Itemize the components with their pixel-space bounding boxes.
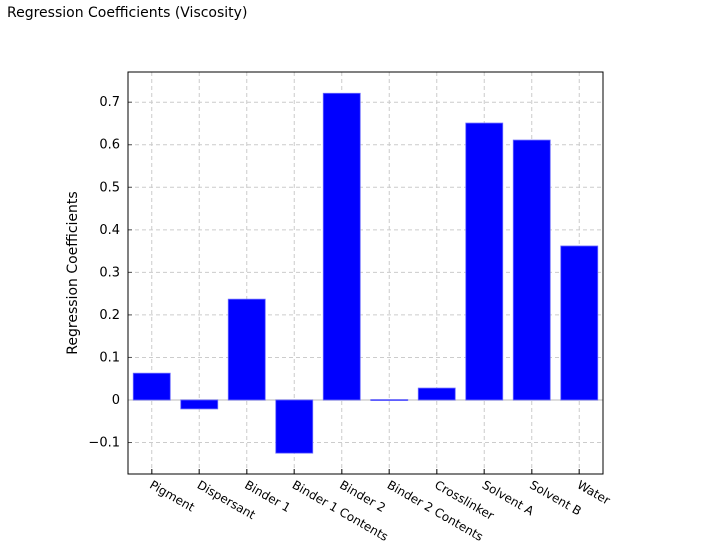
x-tick-label: Water [575, 478, 613, 508]
y-tick-label: 0.1 [99, 350, 120, 365]
y-tick-label: 0 [112, 393, 120, 408]
y-tick-label: 0.2 [99, 308, 120, 323]
y-axis-label: Regression Coefficients [65, 191, 81, 354]
bar-binder-2-contents [370, 399, 409, 401]
plot-frame [127, 71, 604, 475]
bar-binder-2 [322, 92, 361, 401]
y-tick-label: 0.3 [99, 265, 120, 280]
bar-crosslinker [417, 387, 456, 401]
y-tick-label: −0.1 [88, 436, 120, 451]
bar-pigment [132, 372, 171, 401]
x-tick-label: Solvent B [527, 478, 583, 519]
y-tick-label: 0.5 [99, 180, 120, 195]
bar-binder-1 [227, 298, 266, 401]
bar-solvent-a [465, 122, 504, 401]
x-tick-label: Pigment [147, 478, 197, 515]
y-tick-label: 0.4 [99, 223, 120, 238]
bar-dispersant [180, 399, 219, 410]
y-tick-label: 0.7 [99, 95, 120, 110]
chart-title: Regression Coefficients (Viscosity) [7, 5, 248, 21]
bar-solvent-b [512, 139, 551, 401]
bar-binder-1-contents [275, 399, 314, 454]
y-tick-label: 0.6 [99, 138, 120, 153]
bar-water [560, 245, 599, 401]
